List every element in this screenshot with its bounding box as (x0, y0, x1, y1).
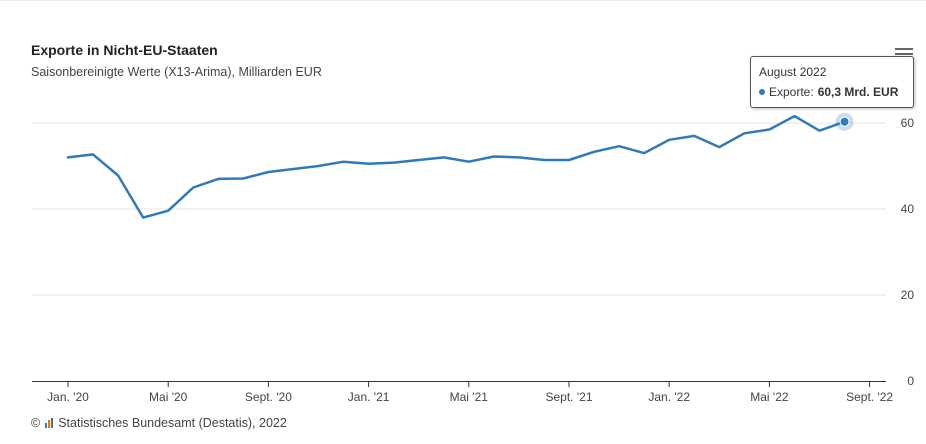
x-tick-label: Sept. '20 (245, 390, 292, 404)
credit-line: © Statistisches Bundesamt (Destatis), 20… (31, 416, 287, 430)
tooltip-series-label: Exporte: (769, 85, 814, 99)
x-tick-label: Sept. '21 (546, 390, 593, 404)
x-tick-label: Mai '20 (149, 390, 188, 404)
y-tick-label: 40 (901, 202, 915, 216)
tooltip-row: Exporte: 60,3 Mrd. EUR (759, 85, 898, 99)
tooltip-date: August 2022 (759, 65, 827, 79)
top-divider (0, 0, 926, 1)
y-tick-label: 60 (901, 116, 915, 130)
tooltip-series-dot (759, 89, 765, 95)
chart-subtitle: Saisonbereinigte Werte (X13-Arima), Mill… (31, 65, 322, 79)
x-tick-label: Mai '22 (750, 390, 789, 404)
y-tick-label: 20 (901, 288, 915, 302)
chart-title: Exporte in Nicht-EU-Staaten (31, 42, 218, 58)
tooltip-value: 60,3 Mrd. EUR (817, 85, 899, 99)
x-tick-label: Jan. '21 (348, 390, 390, 404)
x-tick-label: Jan. '20 (47, 390, 89, 404)
highlight-point (839, 116, 850, 127)
copyright-symbol: © (31, 416, 41, 430)
x-tick-label: Jan. '22 (648, 390, 690, 404)
destatis-logo-icon (45, 418, 54, 428)
y-tick-label: 0 (907, 374, 914, 388)
series-line-exporte (66, 114, 846, 219)
credit-text: Statistisches Bundesamt (Destatis), 2022 (58, 416, 287, 430)
x-tick-label: Sept. '22 (846, 390, 893, 404)
tooltip: August 2022 Exporte: 60,3 Mrd. EUR (750, 56, 914, 108)
x-tick-label: Mai '21 (450, 390, 489, 404)
